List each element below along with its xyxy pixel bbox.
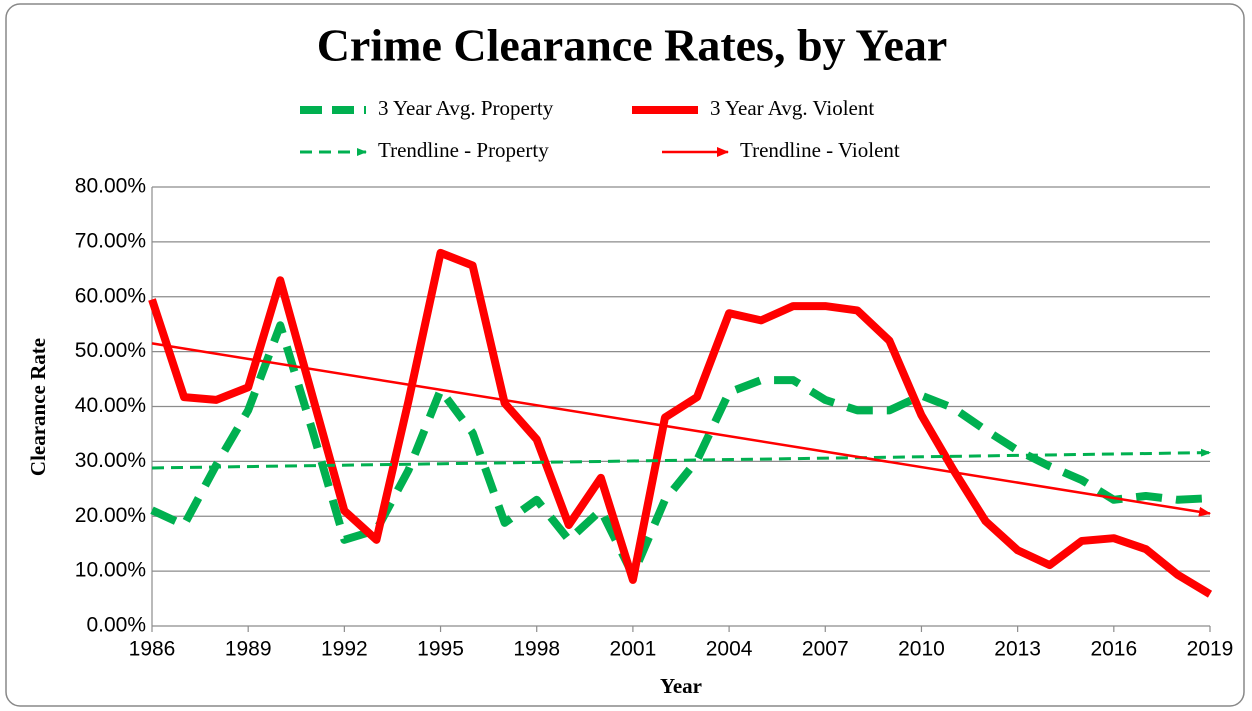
x-tick-label: 2013 — [994, 638, 1041, 661]
y-tick-label: 50.00% — [75, 339, 146, 362]
y-tick-label: 40.00% — [75, 394, 146, 417]
x-tick-label: 2019 — [1187, 638, 1234, 661]
x-tick-label: 2016 — [1090, 638, 1137, 661]
x-tick-label: 2004 — [706, 638, 753, 661]
x-tick-label: 1986 — [129, 638, 176, 661]
y-tick-label: 20.00% — [75, 504, 146, 527]
series-line — [148, 248, 1213, 598]
legend-label: 3 Year Avg. Property — [378, 96, 554, 120]
legend-label: Trendline - Property — [378, 138, 549, 162]
chart-title: Crime Clearance Rates, by Year — [317, 20, 948, 71]
series-line — [151, 342, 1211, 517]
x-tick-label: 1998 — [513, 638, 560, 661]
series-line — [150, 321, 1211, 579]
x-tick-label: 2001 — [610, 638, 657, 661]
y-tick-label: 60.00% — [75, 284, 146, 307]
y-tick-label: 30.00% — [75, 449, 146, 472]
y-tick-label: 0.00% — [86, 614, 146, 637]
y-tick-label: 80.00% — [75, 175, 146, 198]
series-line — [151, 448, 1211, 470]
x-tick-label: 1989 — [225, 638, 272, 661]
chart-border — [5, 3, 1245, 707]
x-tick-label: 1995 — [417, 638, 464, 661]
x-tick-label: 1992 — [321, 638, 368, 661]
x-tick-label: 2010 — [898, 638, 945, 661]
legend-label: Trendline - Violent — [740, 138, 900, 162]
y-axis-label: Clearance Rate — [26, 338, 50, 476]
legend-label: 3 Year Avg. Violent — [710, 96, 874, 120]
y-tick-label: 10.00% — [75, 559, 146, 582]
x-tick-label: 2007 — [802, 638, 849, 661]
x-axis-label: Year — [660, 674, 702, 698]
y-tick-label: 70.00% — [75, 229, 146, 252]
